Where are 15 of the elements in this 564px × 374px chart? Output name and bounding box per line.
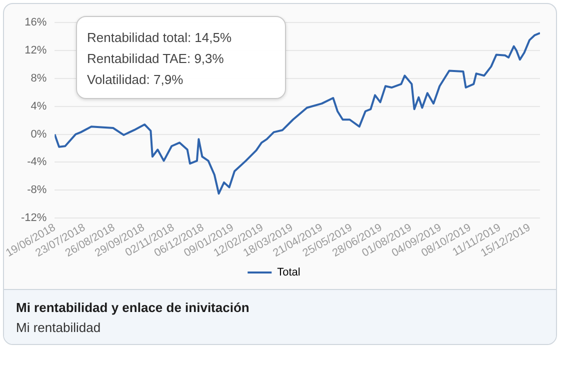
- y-tick-label: -12%: [20, 212, 47, 224]
- y-tick-label: 16%: [24, 16, 47, 29]
- y-tick-label: -4%: [27, 156, 47, 168]
- text: Mi rentabilidad y enlace de inivitación: [16, 300, 250, 315]
- y-tick-label: 0%: [30, 128, 47, 140]
- annotation: Rentabilidad total: 14,5%: [87, 29, 233, 47]
- y-tick-label: -8%: [27, 184, 47, 196]
- y-tick-label: 4%: [30, 100, 47, 112]
- annotation: Rentabilidad TAE: 9,3%: [87, 50, 225, 68]
- legend-label: Total: [277, 266, 300, 279]
- y-tick-label: 12%: [24, 44, 47, 57]
- annotation: Volatilidad: 7,9%: [87, 71, 184, 89]
- text: Mi rentabilidad: [16, 320, 102, 335]
- tooltip-box: Rentabilidad total: 14,5% Rentabilidad TAE: 9,3% Volatilidad: 7,9%: [76, 16, 286, 99]
- y-tick-label: 8%: [30, 72, 47, 84]
